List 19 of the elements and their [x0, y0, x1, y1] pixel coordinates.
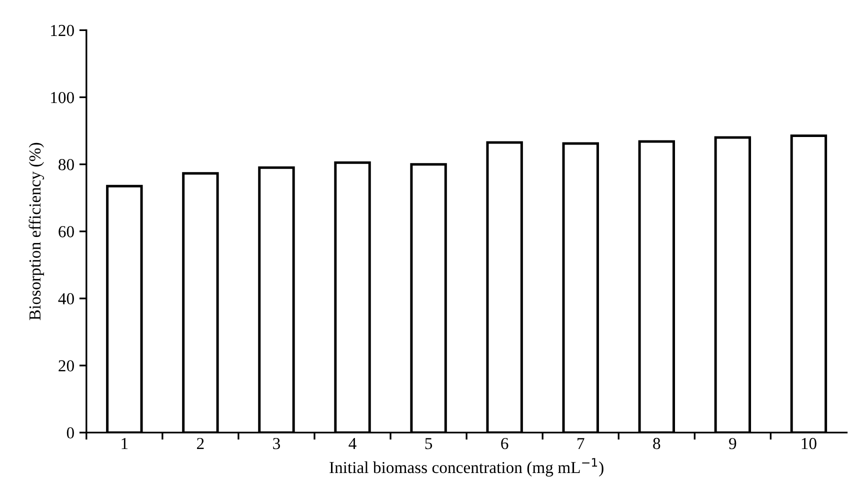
- x-tick-label: 1: [122, 438, 128, 450]
- x-tick-label: 7: [578, 438, 584, 450]
- x-tick-label: 2: [197, 438, 204, 450]
- x-tick-label: 9: [729, 438, 736, 450]
- y-tick-label: 60: [58, 226, 74, 238]
- x-tick-label: 5: [425, 438, 432, 450]
- y-tick-label: 0: [66, 427, 74, 439]
- y-tick-label: 40: [58, 293, 74, 304]
- x-tick-label: 4: [348, 438, 356, 450]
- y-tick-label: 80: [58, 159, 74, 170]
- y-tick-label: 100: [51, 92, 74, 104]
- y-tick-label: 20: [58, 360, 74, 372]
- y-tick-label: 120: [51, 24, 74, 36]
- x-tick-label: 3: [273, 438, 280, 450]
- x-axis-title: Initial biomass concentration (mg mL$^{−1}$): [330, 458, 604, 477]
- x-tick-label: 8: [653, 438, 660, 450]
- x-tick-label: 10: [802, 438, 816, 450]
- y-axis-title: Biosorption efficiency (%): [28, 142, 44, 320]
- x-tick-label: 6: [501, 438, 508, 450]
